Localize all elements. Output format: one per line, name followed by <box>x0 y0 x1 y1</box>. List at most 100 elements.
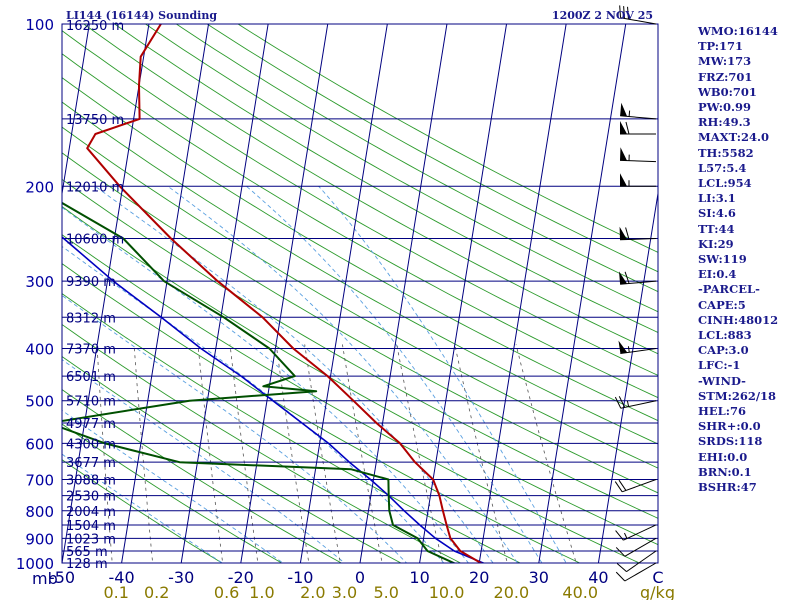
index-item: SW:119 <box>698 252 747 267</box>
wind-barb-pennant <box>620 121 627 134</box>
wind-barb-flag <box>614 481 623 493</box>
index-item: BSHR:47 <box>698 480 757 495</box>
dry-adiabat-line <box>62 30 658 376</box>
dewpoint-trace-point <box>350 468 352 470</box>
dewpoint-trace-point <box>178 461 181 463</box>
dry-adiabat-line <box>62 101 658 445</box>
index-item: LCL:954 <box>698 176 752 191</box>
index-item: SI:4.6 <box>698 206 736 221</box>
temperature-trace-point <box>170 237 172 240</box>
mixing-ratio-line <box>454 344 508 563</box>
dry-adiabat-line <box>62 389 343 563</box>
parcel-trace-point <box>369 478 372 481</box>
mixing-ratio-label: 20.0 <box>494 583 530 600</box>
dry-adiabat-line <box>237 24 658 253</box>
parcel-trace-point <box>419 524 421 526</box>
moist-adiabat-line <box>62 294 408 563</box>
parcel-trace-point <box>240 375 242 377</box>
moist-adiabat-line <box>62 409 284 563</box>
parcel-trace-point <box>200 347 202 350</box>
temperature-trace-point <box>445 524 448 526</box>
temperature-trace-point <box>432 478 434 481</box>
temperature-tick-label: 0 <box>355 568 365 587</box>
dry-adiabat-line <box>175 24 658 293</box>
pressure-tick-label: 100 <box>25 16 54 34</box>
wind-barb-staff <box>620 348 657 355</box>
dewpoint-trace-point <box>426 550 429 552</box>
temperature-trace-point <box>140 56 142 58</box>
temperature-tick-label: 20 <box>469 568 489 587</box>
moist-adiabat-line <box>167 185 519 563</box>
plot-frame <box>61 23 659 564</box>
dewpoint-trace <box>62 201 456 563</box>
dry-adiabat-line <box>62 77 658 422</box>
wind-barb <box>616 550 657 573</box>
dewpoint-trace-point <box>188 400 191 402</box>
temperature-trace-point <box>326 375 329 377</box>
temperature-trace-point <box>86 147 88 149</box>
index-item: MW:173 <box>698 54 752 69</box>
pressure-tick-label: 200 <box>25 178 54 196</box>
dry-adiabat-line <box>62 53 658 399</box>
temperature-tick-label: -50 <box>49 568 75 587</box>
dry-adiabat-line <box>62 234 641 563</box>
height-label: 4300 m <box>66 437 116 452</box>
mixing-ratio-label: 3.0 <box>332 583 357 600</box>
dry-adiabat-line <box>62 206 658 546</box>
index-item: WMO:16144 <box>698 24 778 38</box>
temperature-tick-label: -40 <box>109 568 135 587</box>
pressure-tick-label: 800 <box>25 503 54 521</box>
height-label: 7370 m <box>66 343 116 358</box>
wind-barb <box>620 102 657 120</box>
height-label: 6501 m <box>66 370 116 385</box>
parcel-trace-point <box>160 316 162 318</box>
temperature-trace-point <box>292 347 294 350</box>
mixing-ratio-label: 0.1 <box>103 583 128 600</box>
mixing-ratio-label: 2.0 <box>300 583 325 600</box>
height-label: 5710 m <box>66 395 116 410</box>
temperature-trace-point <box>442 510 444 512</box>
wind-barb-flag <box>618 396 626 408</box>
wind-barb <box>619 226 657 241</box>
dry-adiabat-line <box>62 263 581 563</box>
moist-adiabat-line <box>246 185 543 563</box>
dewpoint-trace-point <box>104 442 106 445</box>
wind-barb <box>620 147 657 163</box>
dewpoint-trace-point <box>268 347 271 350</box>
wind-barb-flag <box>619 5 622 18</box>
pressure-tick-label: 500 <box>25 393 54 411</box>
temperature-trace-point <box>459 550 461 552</box>
mixing-ratio-label: 10.0 <box>429 583 465 600</box>
mixing-ratio-label: 0.2 <box>144 583 169 600</box>
isotherm-line <box>359 24 448 563</box>
dewpoint-trace-point <box>315 390 317 392</box>
temperature-tick-label: 30 <box>529 568 549 587</box>
index-item: EI:0.4 <box>698 267 737 282</box>
pressure-tick-label: 400 <box>25 341 54 359</box>
height-label: 2004 m <box>66 505 116 520</box>
parcel-trace-point <box>63 237 65 240</box>
height-label: 565 m <box>66 545 108 560</box>
height-label: 128 m <box>66 557 108 572</box>
sounding-time: 1200Z 2 NOV 25 <box>552 9 653 22</box>
height-label: 13750 m <box>66 113 124 128</box>
index-item: -PARCEL- <box>698 282 760 297</box>
temperature-trace-point <box>352 400 354 402</box>
isotherm-line <box>62 24 90 197</box>
temperature-trace-point <box>414 461 416 463</box>
parcel-trace-point <box>434 537 437 539</box>
wind-barb <box>619 271 657 285</box>
dry-adiabat-line <box>62 323 462 563</box>
temperature-trace-point <box>261 316 264 318</box>
isotherm-line <box>538 24 627 563</box>
wind-barb-flag <box>625 121 630 135</box>
dewpoint-trace-point <box>262 385 264 387</box>
index-item: TP:171 <box>698 39 744 54</box>
dewpoint-trace-point <box>387 478 389 481</box>
isotherm-line <box>299 24 388 563</box>
mixing-ratio-line <box>515 344 577 563</box>
wind-barb-staff <box>624 562 657 582</box>
dewpoint-trace-point <box>223 316 225 318</box>
temperature-trace-point <box>449 537 451 539</box>
pressure-tick-label: 900 <box>25 530 54 548</box>
